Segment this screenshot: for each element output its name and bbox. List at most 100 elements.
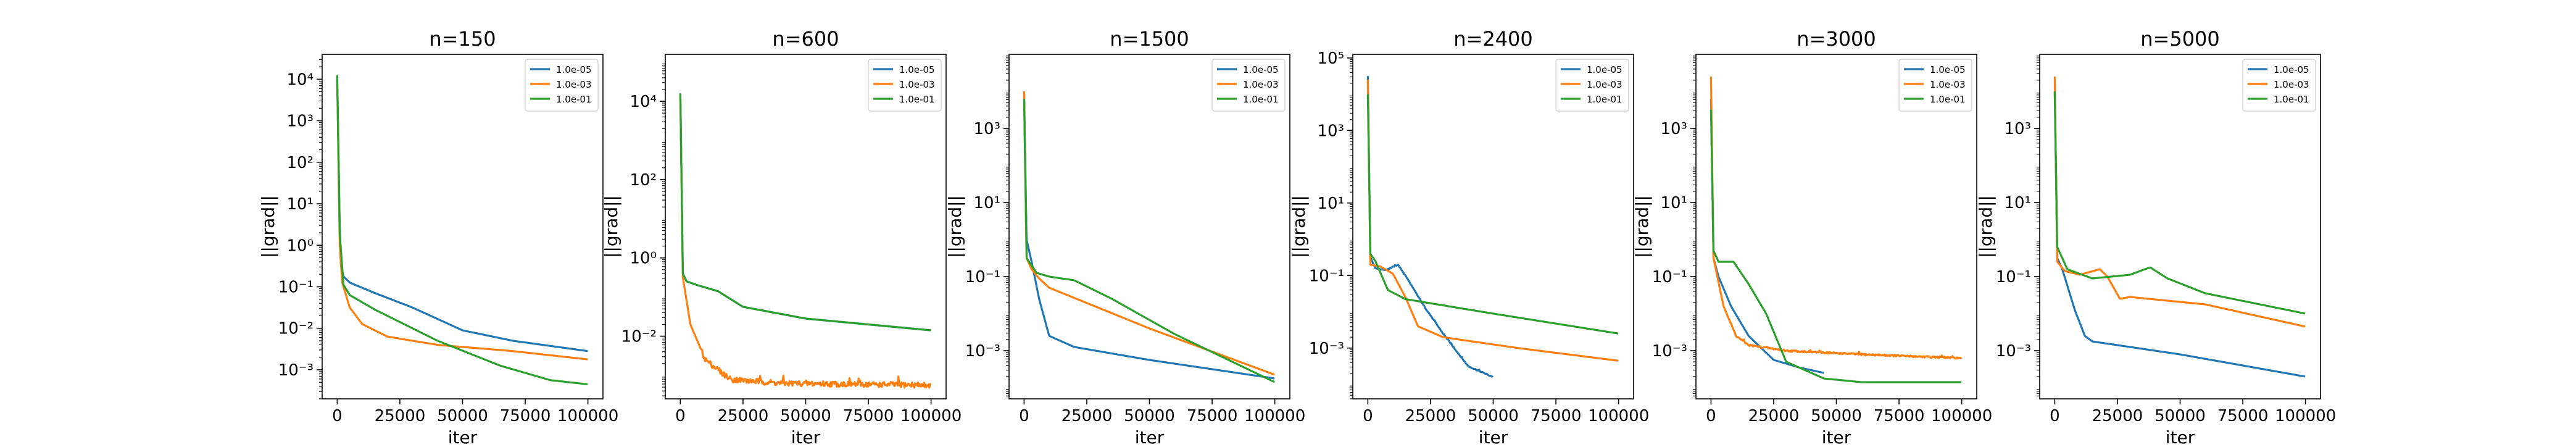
x-tick-label: 75000 [1187,407,1238,425]
y-axis-label: ||grad|| [258,195,278,258]
legend-label: 1.0e-03 [1587,79,1622,90]
legend-label: 1.0e-05 [1243,64,1279,75]
x-tick-label: 75000 [843,407,894,425]
y-tick-label: 10⁻¹ [1652,268,1687,286]
x-axis-label: iter [1479,427,1508,447]
legend-label: 1.0e-01 [1243,94,1279,105]
subplot-title: n=5000 [2140,27,2220,51]
subplot-6: 0 25000 50000 75000 100000 10⁻³ 10⁻¹ 10¹ 10³ n=50… [1976,27,2336,447]
legend-label: 1.0e-01 [2274,94,2309,105]
y-tick-label: 10⁰ [286,236,314,255]
y-axis-label: ||grad|| [1632,195,1652,258]
legend: 1.0e-05 1.0e-03 1.0e-01 [1211,59,1286,112]
series-line-1.0e-03 [1023,91,1275,376]
subplot-2: 0 25000 50000 75000 100000 10⁻² 10⁰ 10² 10⁴ n=600… [601,27,962,447]
x-tick-label: 100000 [2275,407,2336,425]
y-tick-label: 10⁴ [629,93,657,111]
y-tick-label: 10³ [1317,122,1344,140]
y-tick-label: 10³ [1660,120,1687,138]
series-line-1.0e-03 [2053,76,2306,328]
legend: 1.0e-05 1.0e-03 1.0e-01 [525,59,599,112]
subplot-3: 0 25000 50000 75000 100000 10⁻³ 10⁻¹ 10¹ 10³ n=15… [945,27,1305,447]
x-tick-label: 25000 [375,407,426,425]
x-tick-label: 0 [2050,407,2060,425]
x-axis-label: iter [1822,427,1851,447]
series-line-1.0e-05 [1710,98,1824,374]
legend: 1.0e-05 1.0e-03 1.0e-01 [2242,59,2316,112]
y-tick-label: 10¹ [1317,194,1344,213]
x-tick-label: 0 [1019,407,1029,425]
y-tick-label: 10⁻³ [965,342,1000,361]
x-tick-label: 75000 [2217,407,2269,425]
x-tick-label: 50000 [437,407,488,425]
y-tick-label: 10³ [973,120,1000,138]
legend-label: 1.0e-03 [1930,79,1966,90]
series-line-1.0e-05 [1023,91,1275,380]
subplot-title: n=1500 [1110,27,1189,51]
y-tick-label: 10⁰ [629,249,657,268]
y-tick-label: 10⁻³ [1652,342,1687,361]
legend-label: 1.0e-05 [556,64,592,75]
y-tick-label: 10³ [286,112,314,131]
x-tick-label: 25000 [1062,407,1113,425]
series-line-1.0e-05 [679,93,931,332]
x-tick-label: 0 [675,407,686,425]
x-tick-label: 50000 [2154,407,2206,425]
series-line-1.0e-05 [336,79,588,353]
y-axis-label: ||grad|| [601,195,621,258]
y-tick-label: 10⁴ [286,70,314,89]
x-tick-label: 0 [1363,407,1373,425]
series-line-1.0e-03 [1710,76,1963,360]
y-tick-label: 10² [629,171,657,190]
subplot-4: 0 25000 50000 75000 100000 10⁻³ 10⁻¹ 10¹ 10³ 10⁵ n… [1289,27,1649,447]
series-line-1.0e-01 [1710,109,1962,383]
y-tick-label: 10¹ [973,194,1000,212]
x-axis-label: iter [791,427,821,447]
legend: 1.0e-05 1.0e-03 1.0e-01 [1555,59,1629,112]
x-tick-label: 50000 [780,407,831,425]
y-tick-label: 10⁻³ [278,361,314,380]
legend-label: 1.0e-01 [1930,94,1966,105]
legend: 1.0e-05 1.0e-03 1.0e-01 [868,59,942,112]
y-tick-label: 10⁻¹ [1996,268,2031,286]
y-tick-label: 10¹ [1660,194,1687,212]
subplot-5: 0 25000 50000 75000 100000 10⁻³ 10⁻¹ 10¹ 10³ n=30… [1632,27,1992,447]
x-axis-label: iter [448,427,478,447]
x-tick-label: 25000 [1405,407,1456,425]
series-line-1.0e-03 [1366,80,1619,362]
x-tick-label: 50000 [1811,407,1862,425]
x-tick-label: 0 [332,407,343,425]
subplot-title: n=600 [772,27,839,51]
y-axis-label: ||grad|| [1976,195,1996,258]
y-tick-label: 10⁻² [621,328,657,346]
legend-label: 1.0e-03 [556,79,592,90]
legend: 1.0e-05 1.0e-03 1.0e-01 [1898,59,1972,112]
series-line-1.0e-03 [336,79,588,361]
x-tick-label: 25000 [1748,407,1800,425]
x-tick-label: 100000 [1931,407,1992,425]
y-tick-label: 10⁵ [1317,49,1344,68]
y-tick-label: 10³ [2004,120,2031,138]
x-tick-label: 100000 [557,407,618,425]
x-axis-label: iter [2166,427,2195,447]
x-tick-label: 75000 [500,407,551,425]
x-tick-label: 25000 [718,407,769,425]
series-line-1.0e-01 [1023,98,1275,383]
legend-label: 1.0e-05 [2274,64,2309,75]
y-tick-label: 10⁻³ [1309,340,1344,358]
series-line-1.0e-01 [679,93,931,332]
y-tick-label: 10⁻³ [1996,342,2031,361]
y-axis-label: ||grad|| [1289,195,1309,258]
x-tick-label: 0 [1706,407,1716,425]
subplot-title: n=150 [429,27,496,51]
legend-label: 1.0e-03 [1243,79,1279,90]
x-tick-label: 50000 [1124,407,1175,425]
series-line-1.0e-03 [679,93,932,389]
y-tick-label: 10¹ [286,195,314,214]
x-axis-label: iter [1135,427,1165,447]
x-tick-label: 100000 [1588,407,1649,425]
y-tick-label: 10⁻¹ [1309,267,1344,285]
y-tick-label: 10² [286,154,314,172]
series-line-1.0e-01 [336,75,588,385]
